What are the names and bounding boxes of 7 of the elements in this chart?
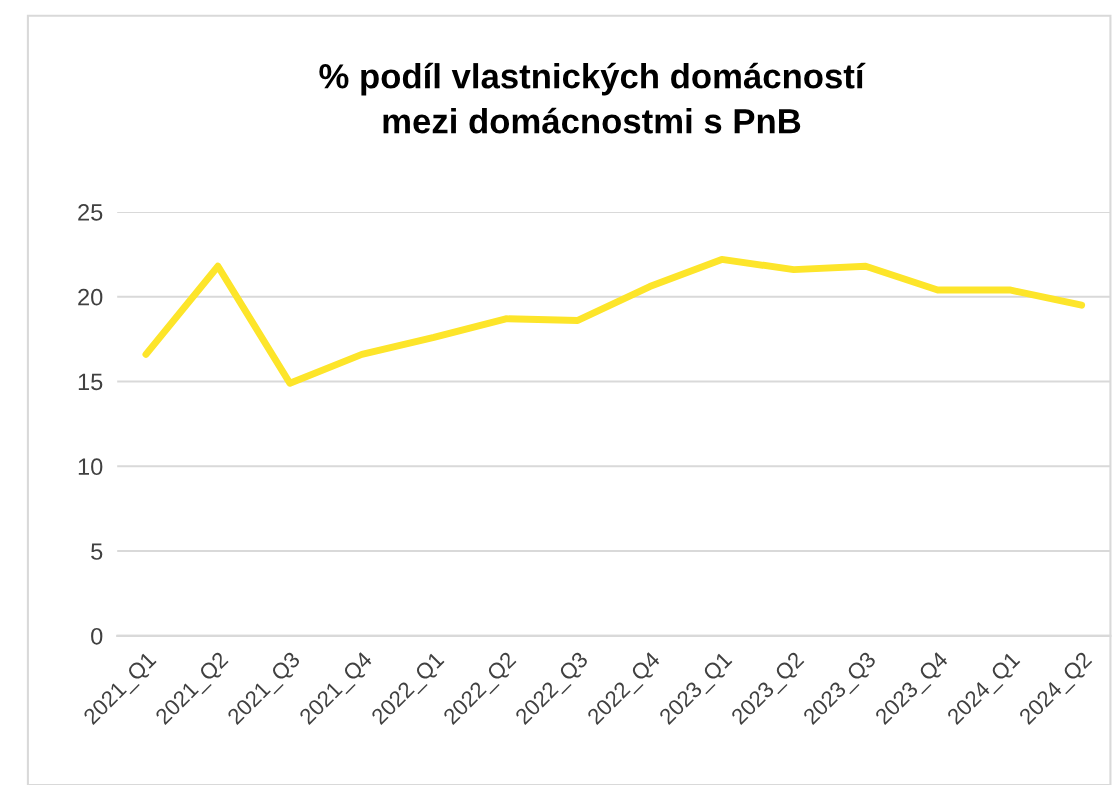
y-tick-label: 5 [91, 543, 103, 560]
chart-title: % podíl vlastnických domácností mezi domácnostmi s PnB [319, 62, 866, 134]
y-tick-label: 10 [78, 458, 103, 476]
y-tick-label: 15 [78, 373, 103, 391]
y-tick-label: 0 [91, 627, 103, 645]
y-tick-label: 25 [78, 204, 103, 221]
y-tick-label: 20 [78, 288, 103, 306]
